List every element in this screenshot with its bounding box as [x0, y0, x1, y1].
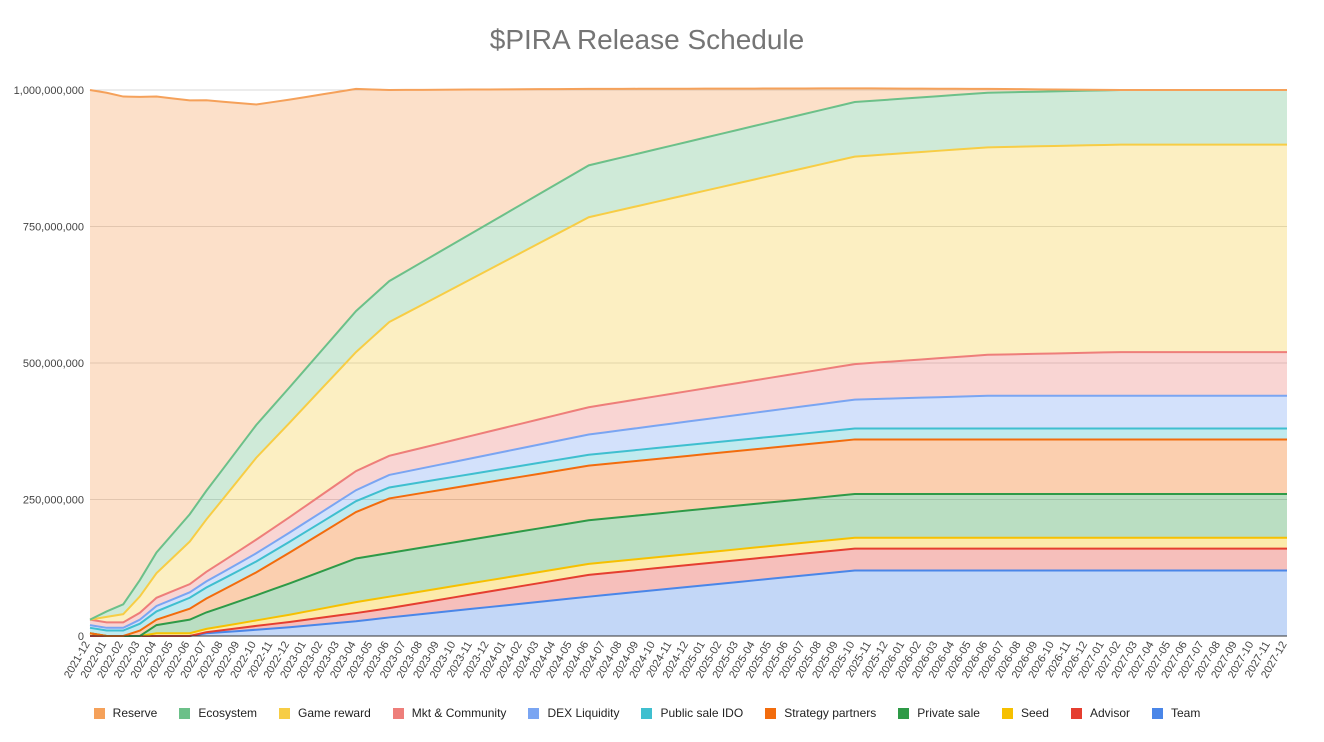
y-tick-label: 250,000,000	[23, 495, 84, 507]
chart-title: $PIRA Release Schedule	[489, 24, 805, 55]
legend-swatch	[1001, 707, 1013, 719]
legend-item: Public sale IDO	[641, 706, 743, 720]
area-team	[90, 570, 1287, 636]
legend-item: Reserve	[93, 706, 158, 720]
legend-item: Team	[1151, 706, 1201, 720]
line-strategy-partners	[89, 438, 1287, 637]
line-game-reward	[89, 143, 1287, 621]
legend-swatch	[179, 707, 191, 719]
x-axis-tick-labels: 2021-122022-012022-022022-032022-042022-…	[62, 640, 1290, 681]
line-team	[90, 569, 1287, 637]
y-tick-label: 500,000,000	[23, 358, 84, 370]
line-dex-liquidity	[89, 394, 1287, 629]
legend-swatch	[392, 707, 404, 719]
line-seed	[89, 536, 1287, 637]
legend-item: Game reward	[279, 706, 371, 720]
area-reserve	[90, 88, 1287, 620]
area-ecosystem	[90, 90, 1287, 620]
line-mkt-community	[89, 351, 1287, 624]
area-game-reward	[90, 144, 1287, 623]
legend-item: Strategy partners	[765, 706, 876, 720]
legend-label: Advisor	[1089, 706, 1130, 720]
legend-label: Team	[1170, 706, 1201, 720]
legend-item: Private sale	[898, 706, 980, 720]
y-tick-label: 1,000,000,000	[14, 85, 84, 97]
legend-label: Strategy partners	[784, 706, 877, 720]
legend-item: Mkt & Community	[392, 706, 507, 720]
line-public-sale-ido	[89, 427, 1287, 632]
legend-item: Ecosystem	[179, 706, 257, 720]
legend-item: Advisor	[1070, 706, 1130, 720]
line-reserve	[89, 87, 1287, 106]
area-dex-liquidity	[90, 395, 1287, 631]
legend-label: Reserve	[112, 706, 158, 720]
legend-swatch	[1151, 707, 1163, 719]
legend-item: DEX Liquidity	[528, 706, 619, 720]
area-strategy-partners	[90, 439, 1287, 636]
legend-label: Ecosystem	[198, 706, 258, 720]
y-tick-label: 0	[78, 631, 84, 643]
legend-swatch	[641, 707, 653, 719]
legend-label: Mkt & Community	[411, 706, 507, 720]
legend-label: Private sale	[917, 706, 980, 720]
y-tick-label: 750,000,000	[23, 222, 84, 234]
legend-label: Game reward	[298, 706, 371, 720]
legend-label: DEX Liquidity	[547, 706, 620, 720]
chart-legend: Reserve Ecosystem Game reward Mkt & Communi…	[0, 706, 1294, 720]
legend-swatch	[528, 707, 540, 719]
legend-item: Seed	[1001, 706, 1049, 720]
legend-swatch	[279, 707, 291, 719]
line-advisor	[90, 547, 1287, 637]
series-lines	[89, 87, 1287, 637]
area-private-sale	[90, 494, 1287, 636]
line-private-sale	[89, 493, 1287, 637]
y-axis-tick-labels: 0 250,000,000 500,000,000 750,000,000 1,000,…	[14, 85, 84, 643]
area-seed	[90, 537, 1287, 636]
legend-label: Public sale IDO	[660, 706, 744, 720]
legend-swatch	[765, 707, 777, 719]
legend-label: Seed	[1020, 706, 1049, 720]
legend-swatch	[1070, 707, 1082, 719]
legend-swatch	[93, 707, 105, 719]
legend-swatch	[898, 707, 910, 719]
